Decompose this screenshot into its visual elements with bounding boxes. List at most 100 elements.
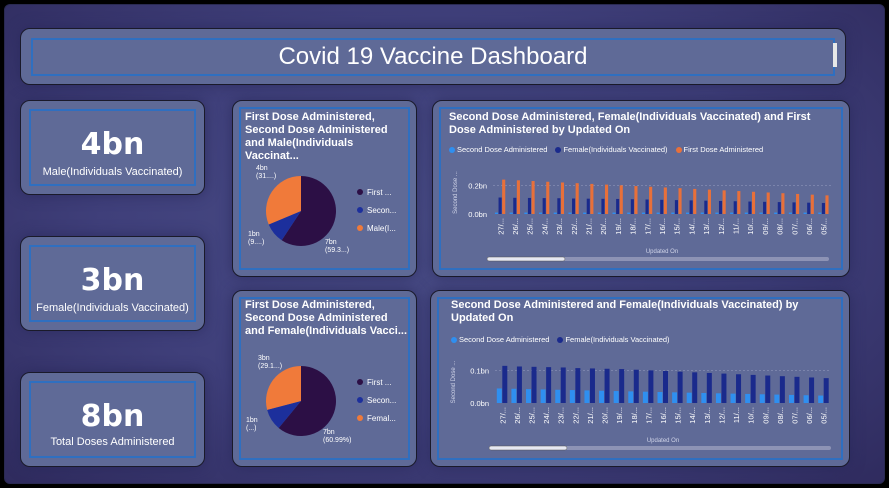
scrollbar-thumb[interactable] xyxy=(486,256,566,262)
bar[interactable] xyxy=(818,212,822,214)
bar[interactable] xyxy=(750,374,756,403)
bar[interactable] xyxy=(663,187,667,214)
bar[interactable] xyxy=(809,377,815,403)
bar[interactable] xyxy=(796,193,800,214)
legend-item[interactable]: Second Dose Administered xyxy=(449,145,547,154)
bar[interactable] xyxy=(619,185,623,214)
bar[interactable] xyxy=(774,212,778,214)
legend-item[interactable]: First ... xyxy=(357,183,396,201)
bar[interactable] xyxy=(590,183,594,214)
bar[interactable] xyxy=(693,188,697,214)
bar[interactable] xyxy=(672,392,678,403)
bar[interactable] xyxy=(633,369,639,403)
legend-item[interactable]: First Dose Administered xyxy=(675,145,763,154)
bar[interactable] xyxy=(781,193,785,214)
pie-slice[interactable] xyxy=(278,366,336,436)
bar[interactable] xyxy=(542,198,546,214)
bar[interactable] xyxy=(630,199,634,214)
bar[interactable] xyxy=(546,367,552,403)
bar[interactable] xyxy=(745,393,751,403)
bar[interactable] xyxy=(494,212,499,214)
bar[interactable] xyxy=(604,368,610,403)
bar[interactable] xyxy=(616,198,620,214)
bar[interactable] xyxy=(777,202,781,214)
bar[interactable] xyxy=(803,212,807,214)
bar[interactable] xyxy=(788,394,794,403)
pie-slice[interactable] xyxy=(266,176,301,225)
bar[interactable] xyxy=(774,394,780,403)
pie-card-male[interactable]: First Dose Administered, Second Dose Adm… xyxy=(232,100,417,277)
bar[interactable] xyxy=(751,191,756,214)
bar[interactable] xyxy=(628,391,634,403)
bar[interactable] xyxy=(730,393,736,403)
bar[interactable] xyxy=(612,212,616,214)
bar[interactable] xyxy=(821,202,825,214)
legend-item[interactable]: First ... xyxy=(357,373,396,391)
bar[interactable] xyxy=(677,371,683,403)
bar[interactable] xyxy=(685,212,690,214)
bar[interactable] xyxy=(584,390,590,403)
bar[interactable] xyxy=(692,372,698,403)
bar[interactable] xyxy=(671,212,675,214)
scrollbar-thumb[interactable] xyxy=(488,445,568,451)
bar[interactable] xyxy=(511,388,517,403)
bar[interactable] xyxy=(575,183,579,214)
pie-chart[interactable] xyxy=(263,363,339,439)
bar[interactable] xyxy=(568,212,572,214)
bar[interactable] xyxy=(502,179,506,214)
bar[interactable] xyxy=(730,212,734,214)
pie-slice[interactable] xyxy=(268,211,301,241)
legend-item[interactable]: Secon... xyxy=(357,201,396,219)
bar[interactable] xyxy=(531,366,537,403)
pie-card-female[interactable]: First Dose Administered, Second Dose Adm… xyxy=(232,290,417,467)
pie-slice[interactable] xyxy=(266,366,301,410)
bar[interactable] xyxy=(704,200,708,214)
bar[interactable] xyxy=(641,212,646,214)
bar[interactable] xyxy=(660,199,664,214)
bar[interactable] xyxy=(560,367,566,403)
bar-chart[interactable]: Second Dose ... 0.1bn 0.0bn 27/... 26/... 25/… xyxy=(431,351,849,463)
legend-item[interactable]: Male(I... xyxy=(357,219,396,237)
bar[interactable] xyxy=(700,212,704,214)
bar[interactable] xyxy=(516,366,522,403)
kpi-card-total-doses[interactable]: 8bn Total Doses Administered xyxy=(20,372,205,467)
bar[interactable] xyxy=(759,212,763,214)
bar[interactable] xyxy=(527,197,532,214)
bar[interactable] xyxy=(572,198,576,214)
bar[interactable] xyxy=(599,390,605,403)
bar[interactable] xyxy=(766,192,770,215)
bar-card-doses[interactable]: Second Dose Administered, Female(Individ… xyxy=(432,100,850,277)
legend-item[interactable]: Secon... xyxy=(357,391,396,409)
bar[interactable] xyxy=(748,201,752,214)
bar[interactable] xyxy=(546,181,550,214)
legend-item[interactable]: Femal... xyxy=(357,409,396,427)
kpi-card-female[interactable]: 3bn Female(Individuals Vaccinated) xyxy=(20,236,205,331)
bar[interactable] xyxy=(509,212,513,214)
bar[interactable] xyxy=(663,371,668,403)
bar[interactable] xyxy=(794,376,800,403)
bar[interactable] xyxy=(721,373,727,403)
bar[interactable] xyxy=(689,200,693,214)
bar[interactable] xyxy=(627,212,631,214)
bar[interactable] xyxy=(715,212,719,214)
bar[interactable] xyxy=(701,392,707,403)
bar[interactable] xyxy=(722,190,726,214)
bar[interactable] xyxy=(586,198,590,214)
bar[interactable] xyxy=(733,201,737,214)
bar[interactable] xyxy=(818,395,824,403)
legend-item[interactable]: Female(Individuals Vaccinated) xyxy=(557,335,670,344)
bar[interactable] xyxy=(759,394,765,403)
bar[interactable] xyxy=(569,390,575,403)
legend-item[interactable]: Second Dose Administered xyxy=(451,335,549,344)
bar[interactable] xyxy=(718,200,723,214)
bar[interactable] xyxy=(540,389,546,403)
bar[interactable] xyxy=(678,188,682,214)
bar[interactable] xyxy=(656,212,660,214)
bar[interactable] xyxy=(765,375,771,403)
scrollbar-thumb[interactable] xyxy=(833,43,837,67)
bar[interactable] xyxy=(823,378,829,403)
pie-slice[interactable] xyxy=(267,401,301,428)
pie-chart[interactable] xyxy=(263,173,339,249)
bar[interactable] xyxy=(605,184,609,214)
bar[interactable] xyxy=(589,368,595,403)
